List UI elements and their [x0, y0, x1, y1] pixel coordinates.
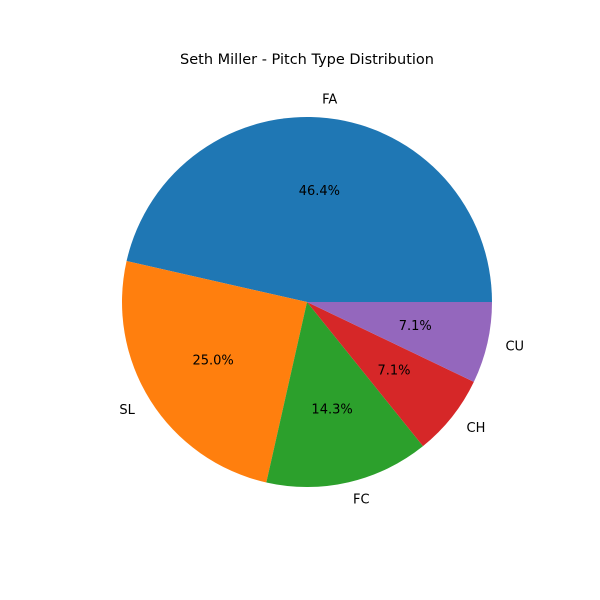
percent-label-fa: 46.4%	[299, 184, 340, 199]
chart-title: Seth Miller - Pitch Type Distribution	[180, 52, 434, 68]
slice-label-fc: FC	[353, 493, 370, 508]
pie-slices	[121, 116, 492, 487]
slice-label-fa: FA	[322, 92, 337, 107]
pie-slice-fa	[126, 116, 492, 303]
pie-labels: FA 46.4% SL 25.0% FC 14.3% CH 7.1% CU 7.1%	[119, 92, 524, 507]
percent-label-sl: 25.0%	[192, 354, 233, 369]
pie-slice-ch	[307, 302, 474, 447]
pie-slice-cu	[307, 302, 492, 382]
slice-label-cu: CU	[505, 340, 524, 355]
percent-label-ch: 7.1%	[378, 363, 411, 378]
slice-label-ch: CH	[467, 421, 486, 436]
percent-label-fc: 14.3%	[311, 403, 352, 418]
percent-label-cu: 7.1%	[399, 319, 432, 334]
pie-slice-fc	[266, 302, 423, 487]
pie-slice-sl	[121, 261, 307, 483]
slice-label-sl: SL	[119, 403, 135, 418]
